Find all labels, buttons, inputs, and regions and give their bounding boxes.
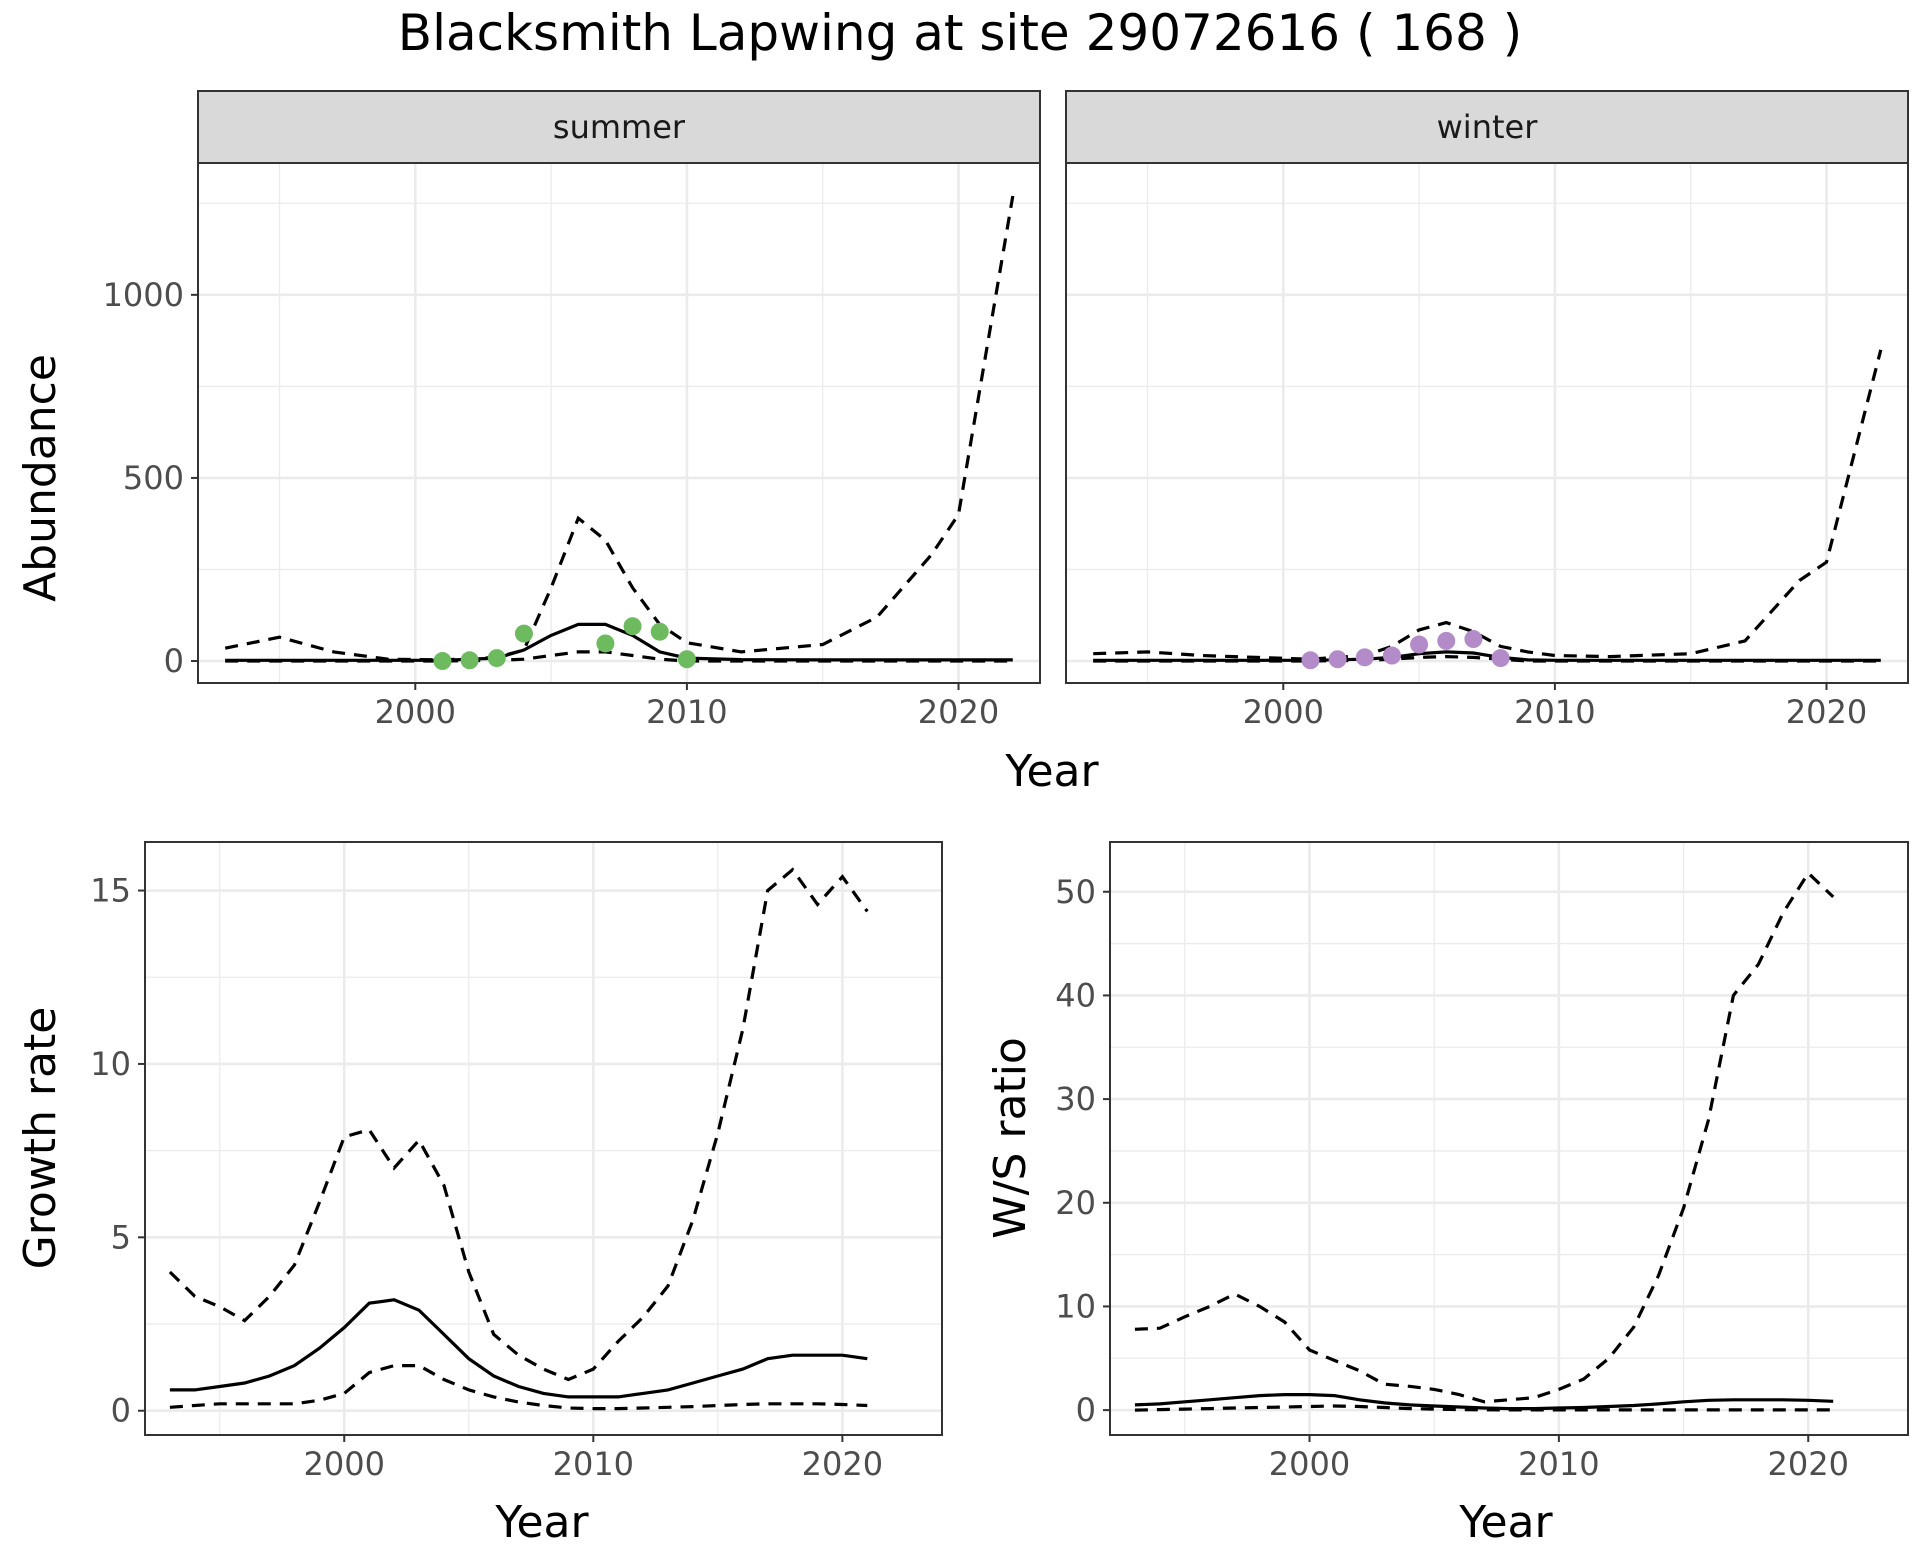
lower-bound-line (1134, 1404, 1834, 1412)
upper-bound-line (1134, 870, 1835, 1404)
ws-ratio-x-axis-title: Year (1458, 1497, 1553, 1548)
y-tick-label: 0 (111, 1392, 131, 1430)
chart-title: Blacksmith Lapwing at site 29072616 ( 16… (398, 4, 1522, 62)
x-tick-label: 2000 (1269, 1445, 1350, 1483)
plot-background (198, 163, 1040, 683)
observed-count-point (1410, 635, 1429, 654)
y-tick-label: 50 (1055, 873, 1096, 911)
x-tick-label: 2010 (1518, 1445, 1599, 1483)
observed-count-point (1437, 631, 1456, 650)
observed-count-point (1464, 630, 1483, 649)
y-tick-label: 1000 (103, 276, 184, 314)
plot-background (1066, 163, 1908, 683)
x-tick-label: 2000 (1243, 693, 1324, 731)
y-tick-label: 500 (123, 459, 184, 497)
facet-strip-label: winter (1437, 108, 1539, 146)
lower-bound-line (169, 1364, 868, 1411)
observed-count-point (623, 617, 642, 636)
plot-background (1110, 842, 1908, 1435)
mean-line (169, 1298, 868, 1399)
observed-count-point (487, 649, 506, 668)
y-tick-label: 0 (1076, 1391, 1096, 1429)
x-tick-label: 2020 (918, 693, 999, 731)
x-tick-label: 2020 (802, 1445, 883, 1483)
growth-rate-panel: 2000 2010 2020 0 5 10 15 (90, 841, 943, 1483)
growth-rate-y-axis-title: Growth rate (15, 1007, 66, 1270)
observed-count-point (1355, 648, 1374, 667)
y-tick-label: 10 (1055, 1287, 1096, 1325)
upper-bound-line (1093, 349, 1883, 661)
ws-ratio-y-axis-title: W/S ratio (985, 1037, 1036, 1239)
abundance-x-axis-title: Year (1004, 746, 1099, 797)
observed-count-point (514, 624, 533, 643)
plot-background (145, 842, 942, 1435)
y-tick-label: 30 (1055, 1080, 1096, 1118)
x-tick-label: 2010 (1514, 693, 1595, 731)
x-tick-label: 2010 (553, 1445, 634, 1483)
x-tick-label: 2020 (1786, 693, 1867, 731)
abundance-winter-panel: 2000 2010 2020 winter (1065, 90, 1909, 731)
facet-strip-label: summer (553, 108, 686, 146)
observed-count-point (433, 652, 452, 671)
abundance-y-axis-title: Abundance (15, 354, 66, 602)
y-tick-label: 10 (90, 1045, 131, 1083)
observed-count-point (1491, 649, 1510, 668)
observed-count-point (650, 622, 669, 641)
x-tick-label: 2000 (375, 693, 456, 731)
facet-strip (197, 90, 1041, 164)
facet-strip (1065, 90, 1909, 164)
mean-line (1134, 1393, 1834, 1411)
observed-count-point (1301, 651, 1320, 670)
observed-count-point (677, 650, 696, 669)
y-tick-label: 40 (1055, 976, 1096, 1014)
mean-line (1093, 650, 1881, 662)
observed-count-point (460, 651, 479, 670)
x-tick-label: 2020 (1768, 1445, 1849, 1483)
panel-border (1109, 841, 1909, 1436)
abundance-summer-panel: 2000 2010 2020 0 500 1000 summer (103, 90, 1041, 731)
y-tick-label: 0 (164, 642, 184, 680)
x-tick-label: 2010 (646, 693, 727, 731)
ws-ratio-panel: 2000 2010 2020 0 10 20 30 40 50 (1055, 841, 1909, 1483)
y-tick-label: 15 (90, 872, 131, 910)
observed-count-point (1382, 646, 1401, 665)
y-tick-label: 5 (111, 1218, 131, 1256)
observed-count-point (1328, 650, 1347, 669)
panel-border (144, 841, 943, 1436)
growth-rate-x-axis-title: Year (494, 1497, 589, 1548)
mean-line (225, 622, 1013, 662)
x-tick-label: 2000 (304, 1445, 385, 1483)
y-tick-label: 20 (1055, 1184, 1096, 1222)
observed-count-point (596, 634, 615, 653)
